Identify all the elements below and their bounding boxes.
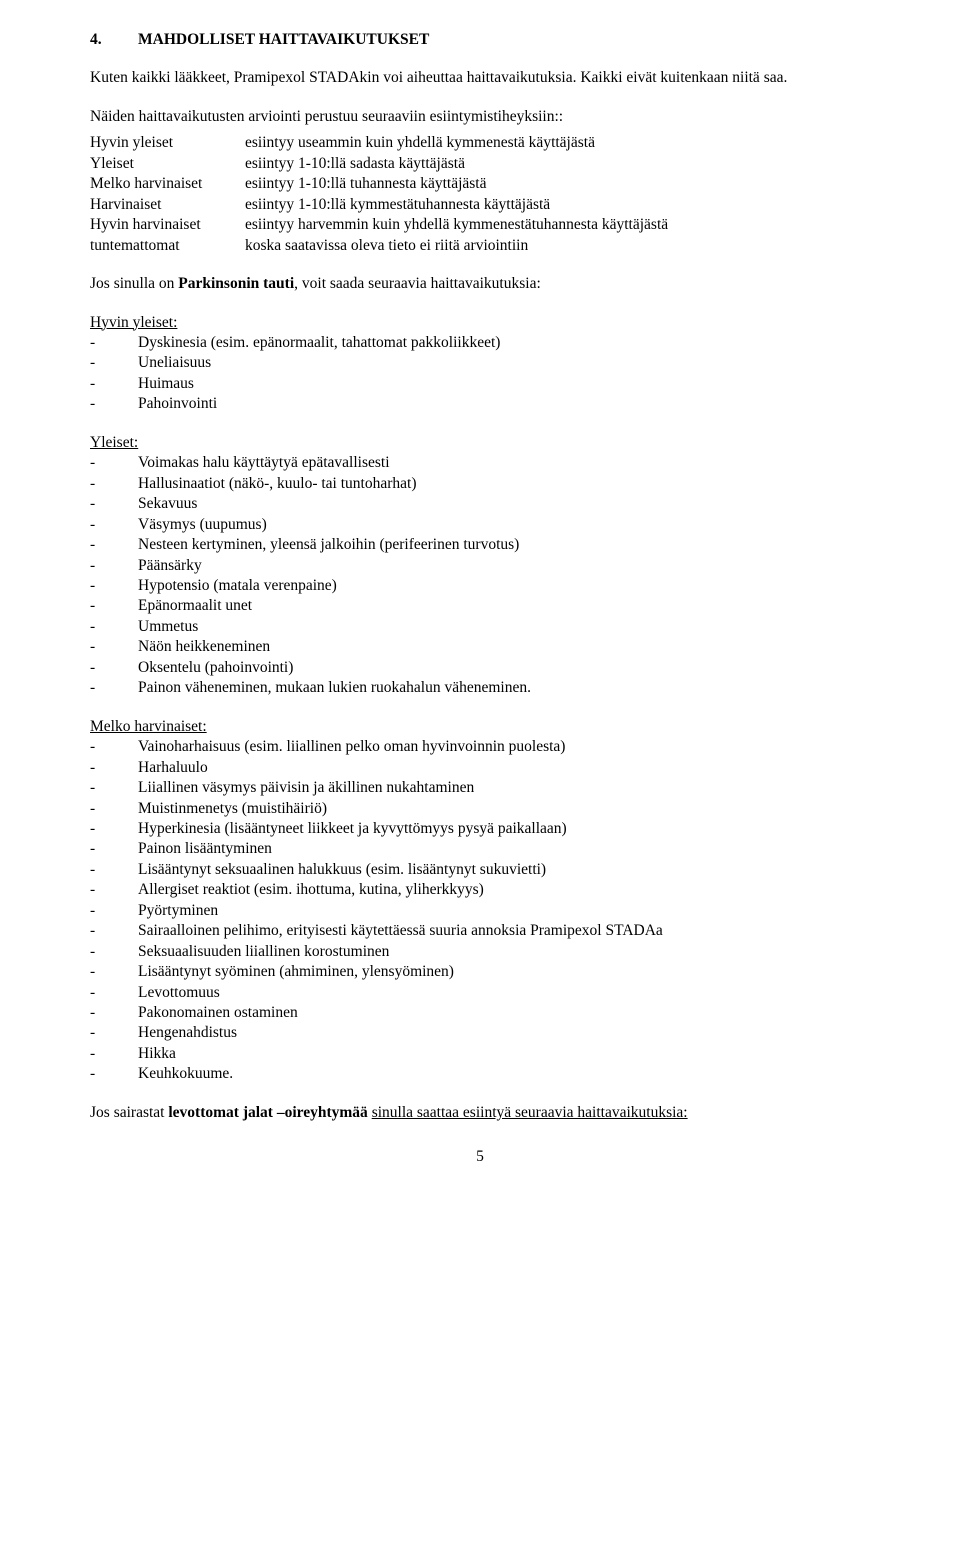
list-item: Päänsärky (90, 556, 870, 576)
intro-paragraph-2: Näiden haittavaikutusten arviointi perus… (90, 107, 870, 127)
list-item: Painon lisääntyminen (90, 839, 870, 859)
list-item: Harhaluulo (90, 758, 870, 778)
text: Jos sinulla on (90, 275, 178, 292)
list-item: Dyskinesia (esim. epänormaalit, tahattom… (90, 333, 870, 353)
list-item: Väsymys (uupumus) (90, 515, 870, 535)
list-item: Uneliaisuus (90, 353, 870, 373)
table-row: Hyvin harvinaisetesiintyy harvemmin kuin… (90, 215, 870, 235)
list-item: Pyörtyminen (90, 901, 870, 921)
common-heading: Yleiset: (90, 433, 870, 453)
uncommon-heading: Melko harvinaiset: (90, 717, 870, 737)
common-list: Voimakas halu käyttäytyä epätavallisesti… (90, 453, 870, 698)
parkinson-bold: Parkinsonin tauti (178, 275, 294, 292)
text: , voit saada seuraavia haittavaikutuksia… (294, 275, 541, 292)
freq-label: Hyvin yleiset (90, 133, 245, 153)
freq-label: Melko harvinaiset (90, 174, 245, 194)
list-item: Lisääntynyt syöminen (ahmiminen, ylensyö… (90, 962, 870, 982)
very-common-list: Dyskinesia (esim. epänormaalit, tahattom… (90, 333, 870, 415)
section-heading: 4.MAHDOLLISET HAITTAVAIKUTUKSET (90, 30, 870, 50)
list-item: Voimakas halu käyttäytyä epätavallisesti (90, 453, 870, 473)
list-item: Pakonomainen ostaminen (90, 1003, 870, 1023)
freq-label: tuntemattomat (90, 236, 245, 256)
list-item: Huimaus (90, 374, 870, 394)
list-item: Hallusinaatiot (näkö-, kuulo- tai tuntoh… (90, 474, 870, 494)
list-item: Pahoinvointi (90, 394, 870, 414)
table-row: Yleisetesiintyy 1-10:llä sadasta käyttäj… (90, 154, 870, 174)
list-item: Keuhkokuume. (90, 1064, 870, 1084)
list-item: Oksentelu (pahoinvointi) (90, 658, 870, 678)
uncommon-list: Vainoharhaisuus (esim. liiallinen pelko … (90, 737, 870, 1085)
freq-label: Harvinaiset (90, 195, 245, 215)
freq-desc: koska saatavissa oleva tieto ei riitä ar… (245, 236, 870, 256)
list-item: Hypotensio (matala verenpaine) (90, 576, 870, 596)
list-item: Sairaalloinen pelihimo, erityisesti käyt… (90, 921, 870, 941)
list-item: Liiallinen väsymys päivisin ja äkillinen… (90, 778, 870, 798)
list-item: Hengenahdistus (90, 1023, 870, 1043)
list-item: Epänormaalit unet (90, 596, 870, 616)
list-item: Ummetus (90, 617, 870, 637)
frequency-table: Hyvin yleisetesiintyy useammin kuin yhde… (90, 133, 870, 256)
list-item: Vainoharhaisuus (esim. liiallinen pelko … (90, 737, 870, 757)
list-item: Allergiset reaktiot (esim. ihottuma, kut… (90, 880, 870, 900)
list-item: Levottomuus (90, 983, 870, 1003)
table-row: Hyvin yleisetesiintyy useammin kuin yhde… (90, 133, 870, 153)
very-common-heading: Hyvin yleiset: (90, 313, 870, 333)
freq-label: Yleiset (90, 154, 245, 174)
list-item: Näön heikkeneminen (90, 637, 870, 657)
freq-desc: esiintyy 1-10:llä tuhannesta käyttäjästä (245, 174, 870, 194)
list-item: Painon väheneminen, mukaan lukien ruokah… (90, 678, 870, 698)
section-number: 4. (90, 30, 138, 50)
rls-intro: Jos sairastat levottomat jalat –oireyhty… (90, 1103, 870, 1123)
list-item: Hikka (90, 1044, 870, 1064)
list-item: Seksuaalisuuden liiallinen korostuminen (90, 942, 870, 962)
list-item: Muistinmenetys (muistihäiriö) (90, 799, 870, 819)
list-item: Hyperkinesia (lisääntyneet liikkeet ja k… (90, 819, 870, 839)
freq-desc: esiintyy useammin kuin yhdellä kymmenest… (245, 133, 870, 153)
parkinson-intro: Jos sinulla on Parkinsonin tauti, voit s… (90, 274, 870, 294)
freq-desc: esiintyy 1-10:llä kymmestätuhannesta käy… (245, 195, 870, 215)
table-row: tuntemattomatkoska saatavissa oleva tiet… (90, 236, 870, 256)
freq-desc: esiintyy harvemmin kuin yhdellä kymmenes… (245, 215, 870, 235)
intro-paragraph-1: Kuten kaikki lääkkeet, Pramipexol STADAk… (90, 68, 870, 88)
freq-desc: esiintyy 1-10:llä sadasta käyttäjästä (245, 154, 870, 174)
table-row: Melko harvinaisetesiintyy 1-10:llä tuhan… (90, 174, 870, 194)
section-title: MAHDOLLISET HAITTAVAIKUTUKSET (138, 31, 429, 48)
freq-label: Hyvin harvinaiset (90, 215, 245, 235)
list-item: Sekavuus (90, 494, 870, 514)
list-item: Lisääntynyt seksuaalinen halukkuus (esim… (90, 860, 870, 880)
table-row: Harvinaisetesiintyy 1-10:llä kymmestätuh… (90, 195, 870, 215)
page-number: 5 (90, 1147, 870, 1167)
list-item: Nesteen kertyminen, yleensä jalkoihin (p… (90, 535, 870, 555)
